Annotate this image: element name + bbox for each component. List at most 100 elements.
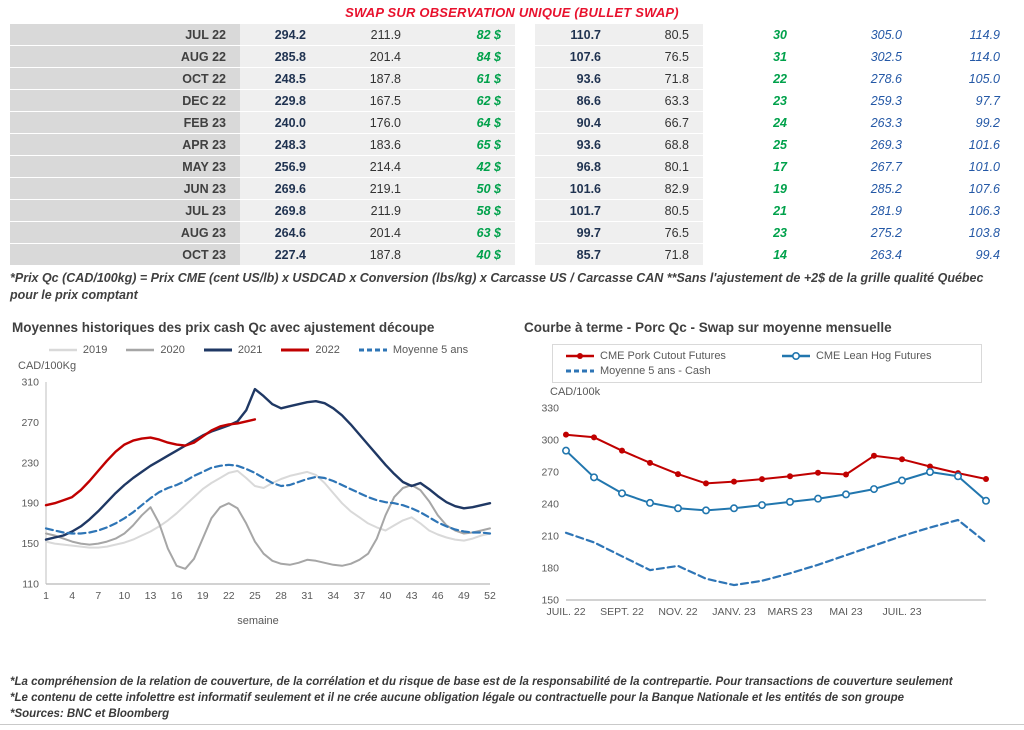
value-cell: 269.8 bbox=[240, 199, 320, 222]
value-cell: 76.5 bbox=[615, 221, 703, 244]
value-cell: 80.5 bbox=[615, 199, 703, 222]
svg-text:190: 190 bbox=[21, 498, 39, 510]
value-cell: 302.5 bbox=[801, 45, 916, 68]
svg-text:40: 40 bbox=[380, 590, 392, 602]
x-axis-label: semaine bbox=[237, 615, 279, 627]
svg-text:25: 25 bbox=[249, 590, 261, 602]
value-cell: 23 bbox=[703, 89, 801, 112]
chart-title: Courbe à terme - Porc Qc - Swap sur moye… bbox=[524, 320, 892, 335]
chart-price-history: Moyennes historiques des prix cash Qc av… bbox=[12, 320, 504, 627]
svg-text:SEPT. 22: SEPT. 22 bbox=[600, 606, 644, 618]
value-cell: 281.9 bbox=[801, 199, 916, 222]
svg-text:JUIL. 22: JUIL. 22 bbox=[546, 606, 585, 618]
footnote-line: *Le contenu de cette infolettre est info… bbox=[10, 692, 904, 705]
svg-text:52: 52 bbox=[484, 590, 496, 602]
legend-label: 2021 bbox=[237, 344, 263, 356]
legend-item: 2022 bbox=[280, 344, 340, 356]
value-cell: 101.6 bbox=[916, 133, 1014, 156]
svg-text:180: 180 bbox=[541, 563, 559, 575]
chart-title: Moyennes historiques des prix cash Qc av… bbox=[12, 320, 435, 335]
value-cell: 66.7 bbox=[615, 111, 703, 134]
value-cell: 240.0 bbox=[240, 111, 320, 134]
legend-label: 2020 bbox=[160, 344, 185, 356]
svg-text:10: 10 bbox=[119, 590, 131, 602]
forward-curve-plot-svg: 150 180 210 240 270 300 330 JUIL. 22 SEPT. 22 NOV… bbox=[541, 403, 990, 618]
value-cell: 40 $ bbox=[415, 243, 515, 266]
value-cell: 93.6 bbox=[535, 67, 615, 90]
value-cell: 187.8 bbox=[320, 67, 415, 90]
table-row: MAY 23 256.9 214.4 42 $ 96.8 80.1 17 267.7 101.0 bbox=[10, 155, 1014, 178]
value-cell: 114.0 bbox=[916, 45, 1014, 68]
value-cell: 211.9 bbox=[320, 24, 415, 46]
svg-text:MARS 23: MARS 23 bbox=[768, 606, 813, 618]
footnote-line: *La compréhension de la relation de couv… bbox=[10, 676, 953, 688]
value-cell: 96.8 bbox=[535, 155, 615, 178]
svg-text:270: 270 bbox=[541, 467, 559, 479]
value-cell: 183.6 bbox=[320, 133, 415, 156]
spacer-cell bbox=[515, 133, 535, 156]
value-cell: 278.6 bbox=[801, 67, 916, 90]
svg-text:310: 310 bbox=[21, 377, 39, 389]
page-title: SWAP SUR OBSERVATION UNIQUE (BULLET SWAP… bbox=[345, 5, 679, 20]
legend-label: Moyenne 5 ans bbox=[392, 344, 469, 356]
svg-text:19: 19 bbox=[197, 590, 209, 602]
value-cell: 63 $ bbox=[415, 221, 515, 244]
value-cell: 71.8 bbox=[615, 243, 703, 266]
value-cell: 248.3 bbox=[240, 133, 320, 156]
value-cell: 61 $ bbox=[415, 67, 515, 90]
svg-text:7: 7 bbox=[95, 590, 101, 602]
value-cell: 19 bbox=[703, 177, 801, 200]
legend-swatch-icon bbox=[781, 351, 810, 361]
value-cell: 305.0 bbox=[801, 24, 916, 46]
value-cell: 50 $ bbox=[415, 177, 515, 200]
value-cell: 264.6 bbox=[240, 221, 320, 244]
svg-text:JUIL. 23: JUIL. 23 bbox=[882, 606, 921, 618]
forward-curve-plot: 150 180 210 240 270 300 330 JUIL. 22 SEPT. 22 NOV… bbox=[524, 400, 1016, 633]
value-cell: 24 bbox=[703, 111, 801, 134]
value-cell: 263.3 bbox=[801, 111, 916, 134]
value-cell: 97.7 bbox=[916, 89, 1014, 112]
svg-text:16: 16 bbox=[171, 590, 183, 602]
svg-text:150: 150 bbox=[21, 538, 39, 550]
legend-swatch-icon bbox=[358, 348, 387, 352]
legend-item: 2020 bbox=[125, 344, 185, 356]
value-cell: 30 bbox=[703, 24, 801, 46]
month-cell: AUG 22 bbox=[10, 45, 240, 68]
value-cell: 68.8 bbox=[615, 133, 703, 156]
legend-item: CME Pork Cutout Futures bbox=[565, 350, 726, 362]
svg-text:22: 22 bbox=[223, 590, 235, 602]
chart-forward-curve: Courbe à terme - Porc Qc - Swap sur moye… bbox=[524, 320, 1016, 633]
y-axis-unit: CAD/100Kg bbox=[18, 360, 77, 372]
value-cell: 99.2 bbox=[916, 111, 1014, 134]
value-cell: 65 $ bbox=[415, 133, 515, 156]
value-cell: 86.6 bbox=[535, 89, 615, 112]
value-cell: 101.7 bbox=[535, 199, 615, 222]
value-cell: 101.0 bbox=[916, 155, 1014, 178]
value-cell: 201.4 bbox=[320, 45, 415, 68]
svg-text:150: 150 bbox=[541, 595, 559, 607]
value-cell: 80.5 bbox=[615, 24, 703, 46]
value-cell: 62 $ bbox=[415, 89, 515, 112]
legend-item: Moyenne 5 ans bbox=[358, 344, 468, 356]
svg-text:1: 1 bbox=[43, 590, 49, 602]
month-cell: DEC 22 bbox=[10, 89, 240, 112]
value-cell: 285.2 bbox=[801, 177, 916, 200]
svg-text:240: 240 bbox=[541, 499, 559, 511]
value-cell: 14 bbox=[703, 243, 801, 266]
legend-swatch-icon bbox=[566, 353, 594, 359]
svg-text:34: 34 bbox=[327, 590, 339, 602]
value-cell: 22 bbox=[703, 67, 801, 90]
value-cell: 219.1 bbox=[320, 177, 415, 200]
svg-text:43: 43 bbox=[406, 590, 418, 602]
value-cell: 229.8 bbox=[240, 89, 320, 112]
value-cell: 99.7 bbox=[535, 221, 615, 244]
value-cell: 214.4 bbox=[320, 155, 415, 178]
svg-text:230: 230 bbox=[21, 457, 39, 469]
table-row: DEC 22 229.8 167.5 62 $ 86.6 63.3 23 259.3 97.7 bbox=[10, 89, 1014, 112]
value-cell: 114.9 bbox=[916, 24, 1014, 46]
month-cell: AUG 23 bbox=[10, 221, 240, 244]
value-cell: 42 $ bbox=[415, 155, 515, 178]
value-cell: 248.5 bbox=[240, 67, 320, 90]
value-cell: 25 bbox=[703, 133, 801, 156]
value-cell: 187.8 bbox=[320, 243, 415, 266]
